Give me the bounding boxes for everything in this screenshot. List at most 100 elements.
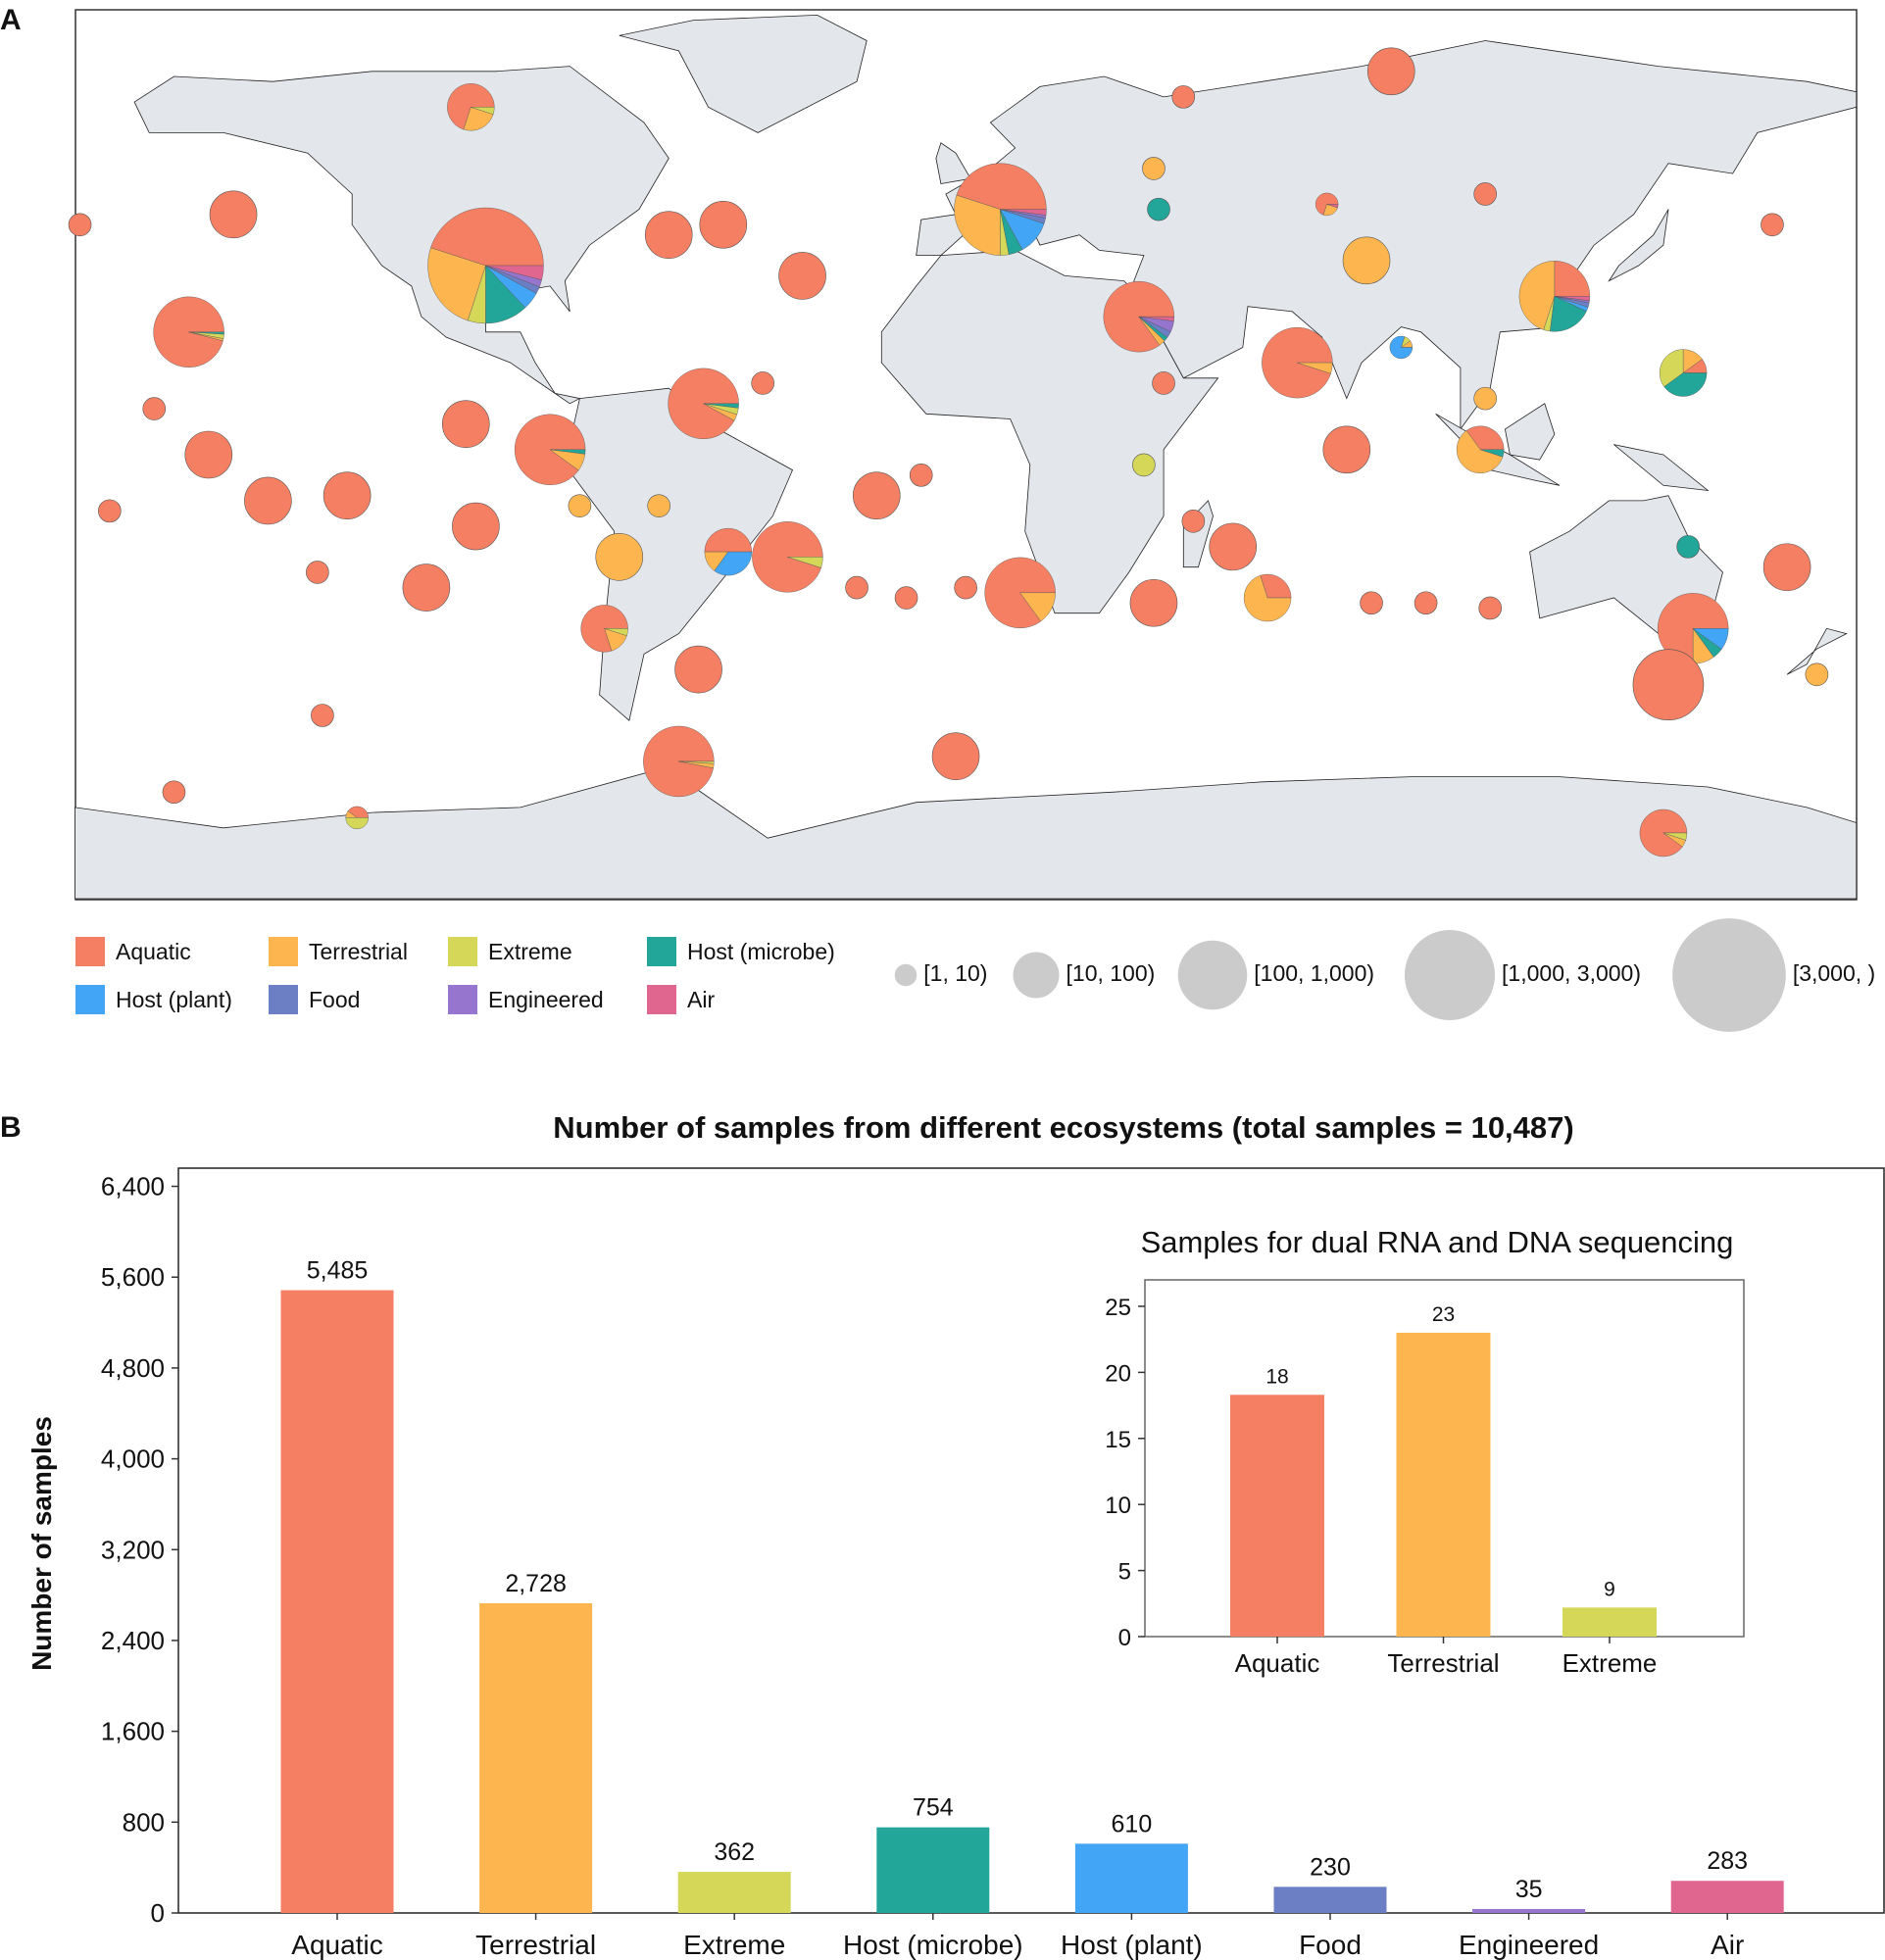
pie-slice-extreme: [1132, 453, 1156, 477]
sample-pie-marker: [568, 494, 592, 517]
pie-slice-air: [1000, 209, 1047, 216]
pie-slice-aquatic: [402, 564, 451, 612]
pie-slice-host-microbe-: [1663, 372, 1708, 397]
pie-slice-air: [1326, 204, 1339, 209]
pie-slice-aquatic: [1315, 192, 1339, 216]
pie-slice-aquatic: [580, 605, 628, 653]
sample-pie-marker: [845, 575, 868, 600]
bar-terrestrial: [479, 1602, 593, 1913]
legend-label: Terrestrial: [309, 939, 408, 964]
legend-swatch-food: [269, 985, 298, 1014]
pie-slice-terrestrial: [1243, 574, 1292, 622]
legend-label: Air: [687, 987, 715, 1012]
legend-label: Extreme: [488, 939, 572, 964]
data-label: 35: [1515, 1876, 1543, 1903]
pie-slice-aquatic: [1414, 591, 1438, 615]
sample-pie-marker: [1456, 425, 1505, 473]
panel-label-a: A: [0, 4, 22, 36]
bar-host-plant-: [1074, 1843, 1188, 1913]
sample-pie-marker: [514, 414, 586, 485]
inset-chart-title: Samples for dual RNA and DNA sequencing: [1141, 1225, 1734, 1259]
pie-slice-terrestrial: [463, 107, 494, 131]
pie-slice-host-plant-: [1389, 335, 1414, 360]
sample-pie-marker: [68, 213, 92, 237]
data-label: 2,728: [505, 1570, 567, 1597]
land-new-guinea: [1613, 444, 1710, 492]
sample-pie-marker: [1762, 543, 1811, 592]
sample-pie-marker: [1152, 371, 1175, 395]
legend-swatch-engineered: [448, 985, 477, 1014]
data-label: 283: [1707, 1847, 1748, 1875]
pie-slice-aquatic: [751, 371, 774, 395]
y-tick-label: 5,600: [101, 1262, 165, 1292]
sample-pie-marker: [1132, 453, 1156, 477]
sample-pie-marker: [1389, 335, 1414, 360]
x-tick-label: Aquatic: [291, 1930, 382, 1960]
sample-pie-marker: [1103, 281, 1175, 353]
x-tick-label: Food: [1299, 1930, 1362, 1960]
sample-pie-marker: [954, 575, 977, 600]
pie-slice-extreme: [471, 107, 495, 115]
sample-pie-marker: [306, 561, 329, 584]
pie-slice-aquatic: [311, 704, 334, 727]
y-tick-label: 1,600: [101, 1717, 165, 1746]
land-borneo: [1504, 403, 1556, 461]
size-legend-label: [1,000, 3,000): [1502, 960, 1641, 986]
y-tick-label: 6,400: [101, 1172, 165, 1201]
pie-slice-extreme: [1659, 349, 1684, 387]
main-bar-chart: 0 800 1,600 2,400 3,200 4,000 4,800 5,600 6,400 5…: [101, 1167, 1885, 1960]
legend-swatch-air: [647, 985, 676, 1014]
legend-swatch-host-plant-: [75, 985, 105, 1014]
pie-slice-aquatic: [852, 471, 901, 520]
pie-slice-aquatic: [68, 213, 92, 237]
pie-slice-host-microbe-: [550, 449, 586, 455]
bar-extreme: [677, 1872, 791, 1913]
sample-pie-marker: [427, 207, 544, 324]
sample-pie-marker: [244, 476, 292, 525]
pie-slice-aquatic: [184, 430, 233, 479]
pie-slice-terrestrial: [1297, 362, 1333, 374]
sample-pie-marker: [752, 521, 823, 593]
pie-slice-extreme: [787, 557, 823, 568]
y-tick-label: 25: [1105, 1295, 1131, 1321]
pie-slice-aquatic: [162, 780, 186, 805]
pie-slice-terrestrial: [595, 533, 644, 581]
sample-pie-marker: [1243, 573, 1292, 622]
land-greenland: [619, 14, 868, 133]
bar-food: [1273, 1886, 1387, 1913]
bar-air: [1670, 1881, 1784, 1913]
pie-slice-aquatic: [1465, 425, 1505, 450]
pie-slice-terrestrial: [1518, 261, 1556, 330]
pie-slice-aquatic: [347, 806, 369, 818]
pie-slice-terrestrial: [1805, 662, 1829, 687]
sample-pie-marker: [852, 471, 901, 520]
legend-label: Aquatic: [116, 939, 191, 964]
pie-slice-terrestrial: [427, 247, 486, 321]
sample-pie-marker: [153, 296, 224, 368]
sample-pie-marker: [162, 780, 186, 805]
pie-slice-aquatic: [1322, 425, 1371, 474]
panel-label-b: B: [0, 1111, 22, 1144]
legend-label: Engineered: [488, 987, 604, 1012]
bar-engineered: [1472, 1908, 1586, 1913]
pie-slice-aquatic: [306, 561, 329, 584]
pie-slice-aquatic: [704, 527, 753, 553]
data-label: 362: [714, 1838, 755, 1866]
y-tick-label: 0: [1118, 1625, 1131, 1651]
pie-slice-extreme: [604, 628, 628, 637]
plot-frame: [177, 1167, 1885, 1914]
legend-swatch-extreme: [448, 937, 477, 966]
x-tick-label: Terrestrial: [475, 1930, 596, 1960]
pie-slice-terrestrial: [568, 494, 592, 517]
sample-pie-marker: [580, 605, 628, 653]
pie-slice-air: [1554, 296, 1591, 302]
pie-slice-aquatic: [322, 471, 372, 520]
pie-slice-aquatic: [674, 645, 722, 694]
y-tick-label: 0: [151, 1898, 165, 1928]
sample-pie-marker: [984, 557, 1056, 628]
pie-slice-terrestrial: [1142, 157, 1166, 180]
size-legend-label: [10, 100): [1067, 960, 1156, 986]
sample-pies: [68, 47, 1829, 858]
pie-slice-host-microbe-: [1480, 449, 1505, 458]
y-tick-label: 4,000: [101, 1445, 165, 1474]
